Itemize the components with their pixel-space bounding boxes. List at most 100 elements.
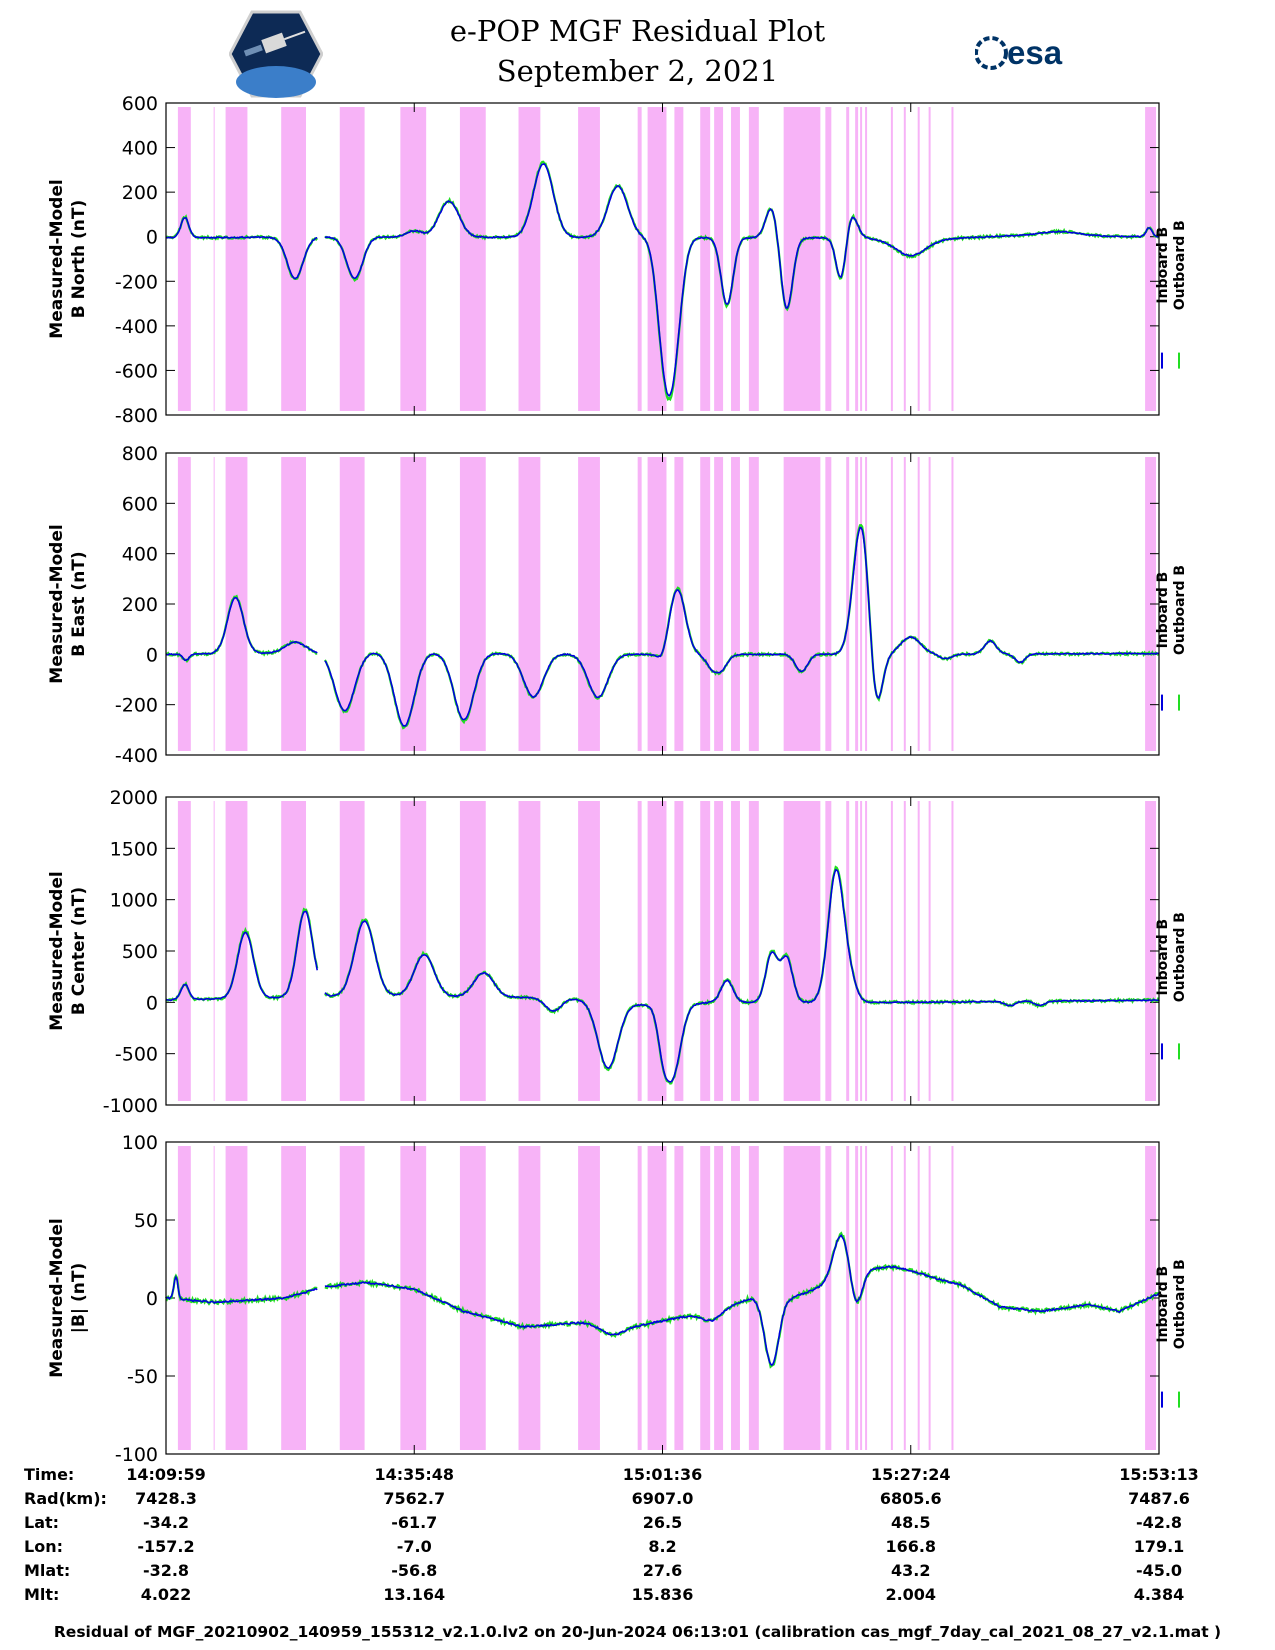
shaded-interval-10 [647,107,667,411]
y-tick-label: 100 [122,1132,158,1154]
y-tick-label: 1000 [110,890,158,912]
y-axis-label-line1: Measured-Model [47,871,67,1030]
shaded-interval-2 [225,107,248,411]
shaded-interval-5 [400,107,427,411]
shaded-interval-22 [890,1146,893,1450]
logo-earth [236,66,316,98]
y-tick-label: 0 [146,992,158,1014]
shaded-interval-7 [518,801,541,1101]
y-tick-label: -200 [115,695,158,717]
shaded-interval-8 [578,457,600,751]
shaded-interval-6 [459,1146,486,1450]
shaded-interval-4 [339,457,365,751]
shaded-interval-10 [647,801,667,1101]
y-axis-label-line1: Measured-Model [47,179,67,338]
y-axis-label-line2: B Center (nT) [69,887,89,1015]
shaded-interval-16 [783,1146,821,1450]
shaded-interval-26 [951,457,954,751]
shaded-interval-19 [855,107,859,411]
shaded-interval-1 [213,801,215,1101]
y-tick-label: 0 [146,1288,158,1310]
y-tick-label: 800 [122,443,158,465]
shaded-interval-8 [578,801,600,1101]
shaded-interval-17 [825,107,832,411]
info-cell: 15:01:36 [622,1465,703,1484]
y-tick-label: 600 [122,493,158,515]
y-tick-label: 200 [122,594,158,616]
shaded-interval-3 [281,801,307,1101]
y-tick-label: -400 [115,745,158,767]
shaded-interval-0 [177,457,191,751]
info-cell: 15.836 [631,1585,694,1604]
logo-solar-panel [243,44,263,57]
shaded-interval-18 [846,457,850,751]
shaded-interval-14 [731,801,740,1101]
info-cell: -157.2 [137,1537,195,1556]
info-row-label: Rad(km): [24,1489,107,1508]
y-tick-label: 500 [122,941,158,963]
shaded-interval-4 [339,1146,365,1450]
legend-outboard-label: Outboard B [1172,912,1188,1002]
inboard-b-trace [165,163,1160,398]
info-cell: -7.0 [396,1537,432,1556]
shaded-interval-22 [890,457,893,751]
shaded-interval-19 [855,801,859,1101]
legend-outboard-label: Outboard B [1172,565,1188,655]
shaded-interval-2 [225,457,248,751]
info-cell: -45.0 [1135,1561,1183,1580]
info-row-label: Lon: [24,1537,63,1556]
esa-logo: esa [975,34,1063,71]
shaded-interval-20 [860,801,863,1101]
shaded-interval-7 [518,107,541,411]
shaded-interval-21 [865,457,868,751]
shaded-interval-16 [783,801,821,1101]
y-axis-label: Measured-Model B East (nT) [47,524,89,683]
info-cell: -56.8 [391,1561,438,1580]
info-cell: 43.2 [891,1561,931,1580]
shaded-interval-13 [714,1146,724,1450]
panel-2: 800 600 400 200 0 -200 -400 Measured-Model B Eas… [47,443,1188,767]
shaded-interval-21 [865,801,868,1101]
info-cell: 179.1 [1133,1537,1185,1556]
info-cell: 8.2 [648,1537,677,1556]
y-tick-label: -50 [127,1366,158,1388]
shaded-interval-23 [903,1146,906,1450]
shaded-interval-5 [400,1146,427,1450]
shaded-interval-27 [1145,107,1157,411]
shaded-interval-6 [459,457,486,751]
info-cell: 166.8 [885,1537,937,1556]
shaded-interval-20 [860,457,863,751]
y-axis-label: Measured-Model |B| (nT) [47,1218,89,1377]
plot-date: September 2, 2021 [496,54,779,88]
shaded-interval-24 [917,1146,920,1450]
shaded-interval-2 [225,801,248,1101]
shaded-interval-0 [177,801,191,1101]
shaded-interval-8 [578,107,600,411]
info-cell: 7562.7 [383,1489,446,1508]
shaded-interval-25 [928,107,931,411]
plot-title: e-POP MGF Residual Plot [449,14,826,48]
shaded-interval-10 [647,1146,667,1450]
info-row-label: Mlat: [24,1561,71,1580]
shaded-interval-11 [674,457,684,751]
shaded-interval-0 [177,1146,191,1450]
shaded-interval-20 [860,107,863,411]
panel-frame [165,1141,1160,1455]
y-tick-label: 50 [134,1210,158,1232]
info-cell: 7487.6 [1128,1489,1190,1508]
shaded-interval-1 [213,457,215,751]
footer-caption: Residual of MGF_20210902_140959_155312_v… [53,1623,1222,1641]
y-axis-label-line1: Measured-Model [47,1218,67,1377]
shaded-interval-4 [339,801,365,1101]
panel-3: 2000 1500 1000 500 0 -500 -1000 Measured-Model B… [47,787,1188,1117]
y-axis-label-line2: B North (nT) [69,200,89,319]
y-tick-label: 600 [122,93,158,115]
info-row-label: Time: [24,1465,75,1484]
y-tick-label: -500 [115,1044,158,1066]
shaded-interval-22 [890,801,893,1101]
shaded-interval-11 [674,801,684,1101]
y-tick-label: 200 [122,182,158,204]
info-cell: 4.022 [140,1585,192,1604]
info-cell: 6907.0 [631,1489,694,1508]
shaded-interval-17 [825,801,832,1101]
